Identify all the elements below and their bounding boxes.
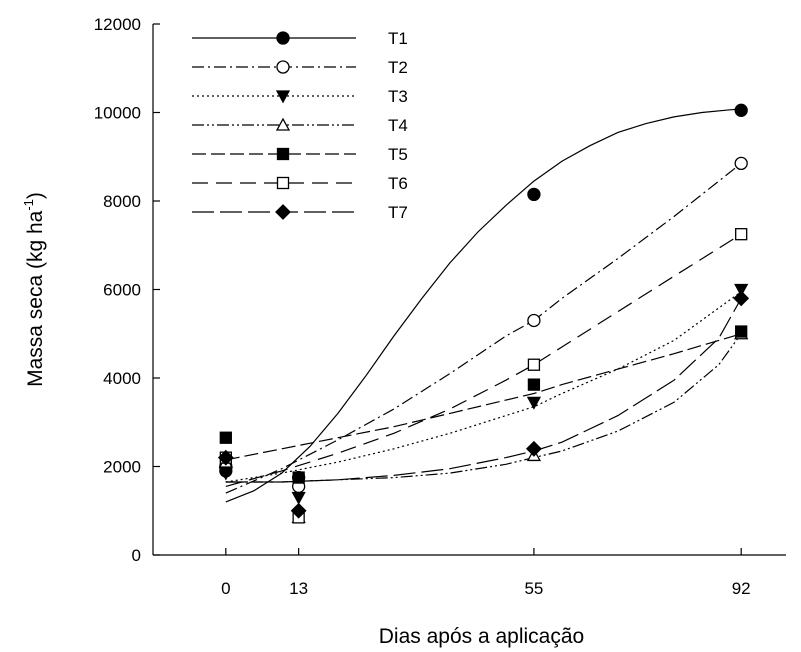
legend-label: T5 — [388, 145, 408, 164]
data-point-t7 — [526, 440, 542, 457]
y-tick-label: 0 — [132, 546, 141, 565]
fit-curve-t1 — [225, 108, 742, 503]
fit-curve-t7 — [225, 298, 742, 483]
data-point-t7 — [217, 449, 234, 466]
legend-marker — [276, 31, 290, 45]
x-tick-label: 92 — [732, 579, 751, 598]
legend-item-t4: T4 — [192, 116, 408, 135]
y-tick-label: 4000 — [103, 369, 141, 388]
y-axis-label-main: Massa seca (kg ha — [24, 210, 47, 387]
legend-item-t5: T5 — [192, 145, 408, 164]
data-point-t5 — [527, 378, 541, 391]
y-axis-label-end: ) — [24, 192, 47, 199]
data-point-t3 — [734, 283, 749, 297]
legend-label: T4 — [388, 116, 408, 135]
legend-marker — [275, 117, 291, 131]
legend-marker — [276, 60, 290, 74]
legend-item-t7: T7 — [192, 203, 408, 222]
data-point-t1 — [527, 187, 541, 202]
fit-curve-t5 — [225, 333, 742, 461]
data-point-t3 — [218, 467, 233, 481]
y-tick-label: 6000 — [103, 281, 141, 300]
legend-item-t2: T2 — [192, 58, 408, 77]
y-ticks: 0 2000 4000 6000 8000 10000 12000 — [94, 15, 160, 565]
legend-item-t3: T3 — [192, 87, 408, 106]
legend-label: T7 — [388, 203, 408, 222]
fit-curve-t6 — [225, 233, 742, 487]
legend-label: T3 — [388, 87, 408, 106]
legend-marker — [275, 90, 291, 104]
data-point-t5 — [292, 471, 305, 484]
legend-marker — [275, 204, 291, 220]
x-axis-label: Dias após a aplicação — [379, 625, 584, 648]
data-point-t5 — [219, 431, 232, 444]
fit-curves — [225, 108, 742, 503]
y-axis-label: Massa seca (kg ha-1) — [21, 192, 47, 387]
data-point-t6 — [527, 358, 541, 371]
data-point-t6 — [735, 228, 748, 241]
legend-label: T6 — [388, 174, 408, 193]
y-tick-label: 8000 — [103, 192, 141, 211]
legend-item-t1: T1 — [192, 29, 408, 48]
legend: T1 T2 T3 T4 T5 T6 T7 — [192, 29, 408, 222]
legend-label: T1 — [388, 29, 408, 48]
data-point-t1 — [734, 103, 748, 117]
x-ticks: 0 13 55 92 — [221, 548, 751, 598]
legend-label: T2 — [388, 58, 408, 77]
x-tick-label: 0 — [221, 579, 230, 598]
legend-item-t6: T6 — [192, 174, 408, 193]
fit-curve-t3 — [225, 291, 742, 483]
data-point-t3 — [291, 491, 306, 505]
data-points — [217, 103, 750, 524]
data-point-t7 — [733, 290, 750, 307]
x-tick-label: 55 — [524, 579, 543, 598]
data-point-t5 — [735, 325, 748, 338]
y-tick-label: 10000 — [94, 104, 141, 123]
data-point-t3 — [526, 396, 542, 410]
x-tick-label: 13 — [289, 579, 308, 598]
legend-marker — [276, 147, 290, 161]
data-point-t2 — [734, 156, 748, 171]
y-axis-label-superscript: -1 — [21, 199, 36, 211]
y-tick-label: 12000 — [94, 15, 141, 34]
legend-marker — [276, 176, 290, 190]
fit-curve-t2 — [225, 162, 742, 494]
y-tick-label: 2000 — [103, 458, 141, 477]
data-point-t7 — [290, 502, 307, 519]
axes — [152, 24, 786, 556]
data-point-t2 — [527, 313, 541, 328]
